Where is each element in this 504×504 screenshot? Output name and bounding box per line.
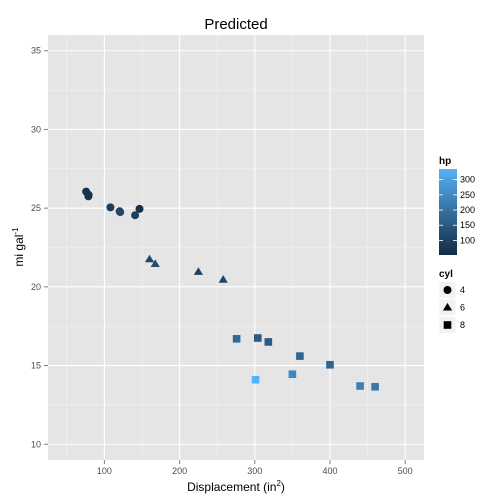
data-point [218,275,228,283]
data-point [131,211,140,220]
legend-hp-tick-label: 300 [460,175,475,185]
y-tick-label: 25 [31,203,41,213]
y-tick-label: 10 [31,439,41,449]
data-point [254,334,262,342]
x-axis: 100 200 300 400 500 [97,460,413,476]
minor-grid [48,35,424,460]
legend-cyl-key-symbol [442,302,453,311]
legend-hp-ticks: 100 150 200 250 300 [439,175,475,245]
data-point [116,208,125,217]
x-tick-label: 400 [322,466,337,476]
y-tick-label: 35 [31,46,41,56]
legend-hp-tick-label: 150 [460,220,475,230]
data-point [135,204,144,213]
data-point [84,190,93,199]
data-point [356,382,364,390]
y-tick-label: 30 [31,124,41,134]
y-tick-label: 20 [31,282,41,292]
legend-hp-tick-label: 100 [460,235,475,245]
major-grid [48,35,424,460]
legend-hp-tick-label: 250 [460,190,475,200]
data-point [371,383,379,391]
legend-hp-tick-label: 200 [460,205,475,215]
legend-cyl-label: 8 [460,320,465,330]
data-point [106,203,115,212]
data-point [264,338,273,346]
x-axis-label: Displacement (in2) [187,479,285,494]
legend-hp-title: hp [439,156,451,167]
legend-cyl-label: 6 [460,303,465,313]
legend-cyl-key-symbol [443,286,452,294]
data-point [251,375,260,384]
legend-cyl: cyl 4 6 8 [438,269,465,334]
data-point [326,360,334,369]
x-tick-label: 200 [172,466,187,476]
y-tick-label: 15 [31,361,41,371]
x-tick-label: 500 [398,466,413,476]
x-tick-label: 300 [247,466,262,476]
chart-title: Predicted [204,16,267,33]
legend-hp: hp 100 150 200 250 300 [439,156,475,255]
data-point [232,334,241,343]
data-point [193,267,203,275]
data-point [144,254,155,263]
legend-cyl-title: cyl [439,269,453,280]
legend-cyl-key-symbol [443,321,452,329]
data-points [82,187,379,391]
legend-hp-colorbar [439,169,457,255]
data-point [296,352,304,360]
x-tick-label: 100 [97,466,112,476]
y-axis-label: mi gal-1 [11,227,26,267]
y-axis: 10 15 20 25 30 35 [31,46,48,449]
data-point [150,259,160,268]
data-point [288,370,297,379]
legend-cyl-label: 4 [460,285,465,295]
